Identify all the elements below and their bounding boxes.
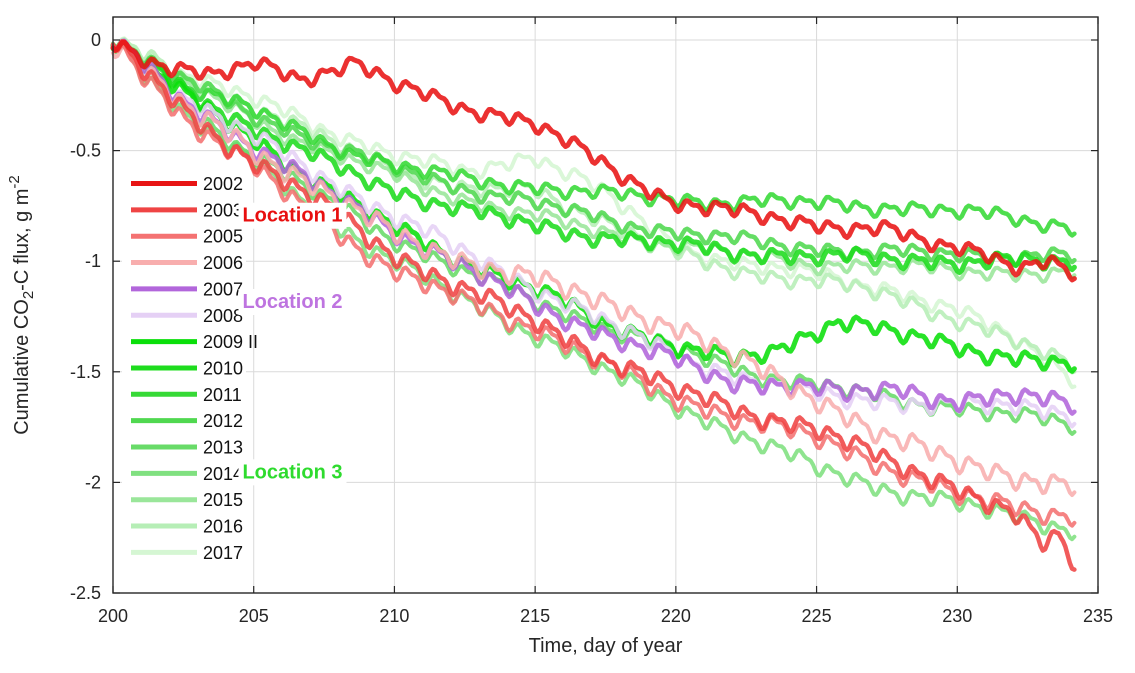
legend-item-2007: 2007 bbox=[131, 279, 243, 299]
y-tick-label: -2 bbox=[85, 472, 101, 492]
legend-item-2005: 2005 bbox=[131, 227, 243, 247]
legend-item-2014: 2014 bbox=[131, 464, 243, 484]
x-tick-label: 230 bbox=[942, 606, 972, 626]
annotation-background bbox=[238, 289, 347, 316]
legend-label: 2002 bbox=[203, 174, 243, 194]
legend-label: 2012 bbox=[203, 411, 243, 431]
legend-item-2017: 2017 bbox=[131, 543, 243, 563]
x-tick-label: 220 bbox=[661, 606, 691, 626]
legend-item-2003: 2003 bbox=[131, 200, 243, 220]
series-line-2005 bbox=[111, 43, 1077, 528]
series-line-2002 bbox=[110, 39, 1077, 283]
legend-item-2013: 2013 bbox=[131, 438, 243, 458]
annotation-label: Location 1 bbox=[242, 205, 342, 227]
annotation-location-3: Location 3 bbox=[238, 459, 347, 486]
legend-label: 2015 bbox=[203, 490, 243, 510]
annotation-label: Location 3 bbox=[242, 461, 342, 483]
axes-frame bbox=[112, 16, 1099, 594]
x-tick-label: 235 bbox=[1083, 606, 1113, 626]
legend-item-2012: 2012 bbox=[131, 411, 243, 431]
annotation-background bbox=[238, 202, 347, 229]
x-tick-label: 200 bbox=[98, 606, 128, 626]
legend-label: 2013 bbox=[203, 438, 243, 458]
y-axis-label: Cumulative CO2​-C flux, g m-2 bbox=[6, 175, 37, 435]
series-line-2012 bbox=[110, 40, 1077, 268]
legend-label: 2007 bbox=[203, 279, 243, 299]
series-line-2014 bbox=[111, 42, 1077, 542]
legend-label: 2014 bbox=[203, 464, 243, 484]
plot-border bbox=[112, 16, 1099, 594]
legend-item-2016: 2016 bbox=[131, 517, 243, 537]
annotation-background bbox=[238, 459, 347, 486]
annotation-location-2: Location 2 bbox=[238, 289, 347, 316]
legend-item-2008: 2008 bbox=[131, 306, 243, 326]
legend-label: 2011 bbox=[203, 385, 242, 405]
legend-label: 2006 bbox=[203, 253, 243, 273]
annotation-label: Location 2 bbox=[242, 291, 342, 313]
y-tick-label: -1.5 bbox=[70, 362, 101, 382]
series-lines bbox=[110, 36, 1077, 572]
x-tick-label: 205 bbox=[239, 606, 269, 626]
tick-labels: 200 205 210 215 220 225 230 235 0 -0.5 -1 -1.5 -2 -2.… bbox=[70, 30, 1113, 626]
series-line-2008 bbox=[111, 38, 1077, 429]
legend-label: 2008 bbox=[203, 306, 243, 326]
series-line-2009-ii bbox=[110, 42, 1077, 374]
legend-item-2009-ii: 2009 II bbox=[131, 332, 258, 352]
y-tick-label: -2.5 bbox=[70, 583, 101, 603]
legend: 2002 2003 2005 2006 2007 2008 2009 II 2010 2011 2… bbox=[122, 171, 258, 566]
legend-label: 2005 bbox=[203, 227, 243, 247]
series-line-2010 bbox=[110, 39, 1077, 275]
x-tick-label: 210 bbox=[379, 606, 409, 626]
series-line-2011 bbox=[110, 40, 1077, 238]
annotation-location-1: Location 1 bbox=[238, 202, 347, 229]
y-tick-label: -1 bbox=[85, 251, 101, 271]
series-line-2003 bbox=[110, 38, 1077, 572]
x-tick-label: 225 bbox=[802, 606, 832, 626]
legend-label: 2009 II bbox=[203, 332, 258, 352]
series-line-2006 bbox=[111, 44, 1077, 497]
series-line-2015 bbox=[111, 44, 1077, 284]
x-tick-label: 215 bbox=[520, 606, 550, 626]
legend-label: 2010 bbox=[203, 358, 243, 378]
legend-label: 2003 bbox=[203, 200, 243, 220]
legend-item-2002: 2002 bbox=[131, 174, 243, 194]
legend-item-2015: 2015 bbox=[131, 490, 243, 510]
legend-item-2011: 2011 bbox=[131, 385, 242, 405]
legend-label: 2017 bbox=[203, 543, 243, 563]
y-tick-label: 0 bbox=[91, 30, 101, 50]
legend-item-2006: 2006 bbox=[131, 253, 243, 273]
legend-label: 2016 bbox=[203, 517, 243, 537]
legend-item-2010: 2010 bbox=[131, 358, 243, 378]
series-line-2017 bbox=[111, 36, 1077, 390]
y-tick-label: -0.5 bbox=[70, 141, 101, 161]
series-line-2007 bbox=[110, 38, 1077, 416]
x-axis-label: Time, day of year bbox=[529, 635, 683, 657]
